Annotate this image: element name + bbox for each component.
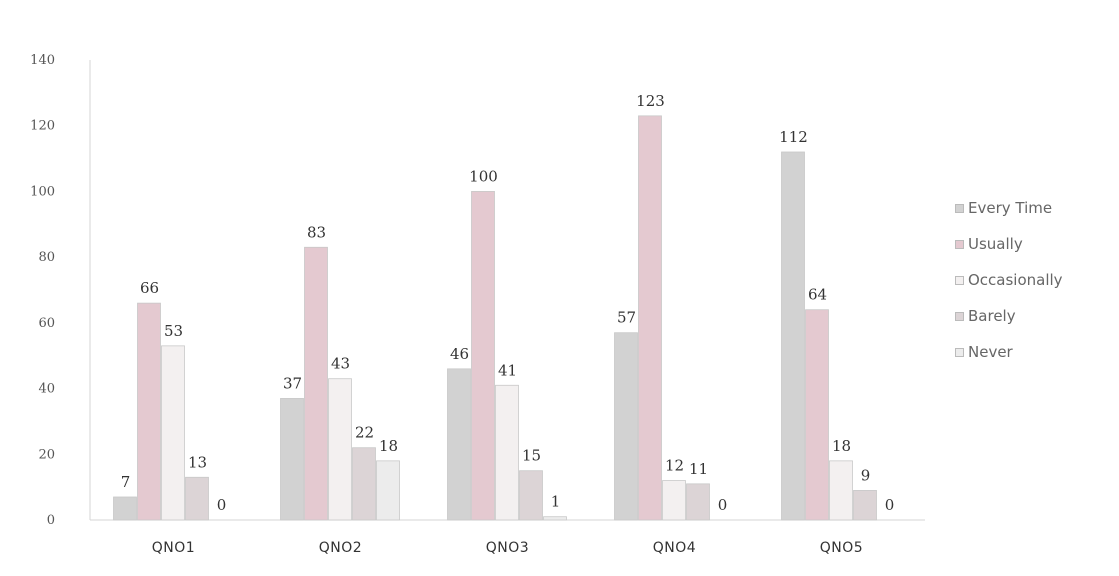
data-label: 0: [885, 496, 895, 514]
data-label: 1: [551, 493, 561, 511]
legend-swatch: [955, 275, 964, 285]
bar: [662, 480, 686, 521]
legend-swatch: [955, 203, 964, 213]
y-tick-label: 80: [38, 250, 55, 265]
legend-label: Never: [968, 343, 1013, 361]
legend-item: Never: [955, 334, 1063, 370]
bar: [113, 496, 137, 521]
category-label: QNO5: [820, 540, 863, 556]
legend: Every Time Usually Occasionally Barely Never: [955, 190, 1063, 370]
y-tick-label: 40: [38, 382, 55, 397]
data-label: 64: [808, 286, 827, 304]
data-label: 83: [307, 223, 326, 241]
data-label: 66: [140, 279, 159, 297]
bar: [280, 398, 304, 521]
data-label: 57: [617, 309, 636, 327]
legend-item: Occasionally: [955, 262, 1063, 298]
data-label: 12: [665, 457, 684, 475]
bar: [805, 309, 829, 521]
y-tick-label: 0: [47, 513, 55, 528]
data-label: 15: [522, 447, 541, 465]
data-labels-group: 7 66 53 13 0 37 83 43 22 18 46 100 41 15 1 57 123 12 11 0 11…: [121, 92, 895, 514]
category-label: QNO3: [486, 540, 529, 556]
bar: [853, 490, 877, 521]
bar: [829, 460, 853, 521]
y-tick-label: 120: [30, 119, 55, 134]
y-tick-label: 60: [38, 316, 55, 331]
bar: [447, 368, 471, 521]
legend-swatch: [955, 311, 964, 321]
legend-item: Barely: [955, 298, 1063, 334]
data-label: 22: [355, 424, 374, 442]
data-label: 18: [832, 437, 851, 455]
y-tick-labels: 0 20 40 60 80 100 120 140: [30, 53, 55, 528]
data-label: 46: [450, 345, 469, 363]
bar: [185, 476, 209, 521]
bar: [471, 191, 495, 521]
bar: [519, 470, 543, 521]
data-label: 0: [718, 496, 728, 514]
data-label: 100: [469, 167, 498, 185]
category-labels-group: QNO1 QNO2 QNO3 QNO4 QNO5: [152, 540, 863, 556]
legend-label: Barely: [968, 307, 1016, 325]
bar: [352, 447, 376, 521]
category-label: QNO4: [653, 540, 696, 556]
bar: [304, 246, 328, 521]
legend-swatch: [955, 239, 964, 249]
y-tick-label: 100: [30, 184, 55, 199]
bar: [614, 332, 638, 521]
bar: [161, 345, 185, 521]
legend-item: Usually: [955, 226, 1063, 262]
data-label: 7: [121, 473, 131, 491]
bar: [781, 151, 805, 521]
bar: [543, 516, 567, 521]
data-label: 37: [283, 374, 302, 392]
bar: [686, 483, 710, 521]
data-label: 43: [331, 355, 350, 373]
y-tick-label: 20: [38, 447, 55, 462]
data-label: 112: [779, 128, 808, 146]
data-label: 11: [689, 460, 708, 478]
data-label: 0: [217, 496, 227, 514]
data-label: 9: [861, 466, 871, 484]
bar: [328, 378, 352, 521]
bar: [137, 302, 161, 521]
data-label: 13: [188, 453, 207, 471]
legend-label: Usually: [968, 235, 1023, 253]
bar: [376, 460, 400, 521]
y-tick-label: 140: [30, 53, 55, 68]
data-label: 53: [164, 322, 183, 340]
legend-item: Every Time: [955, 190, 1063, 226]
legend-label: Every Time: [968, 199, 1053, 217]
data-label: 41: [498, 361, 517, 379]
data-label: 123: [636, 92, 665, 110]
data-label: 18: [379, 437, 398, 455]
category-label: QNO1: [152, 540, 195, 556]
legend-swatch: [955, 347, 964, 357]
bar: [638, 115, 662, 521]
bar-series-group: [113, 115, 877, 521]
bar: [495, 384, 519, 521]
category-label: QNO2: [319, 540, 362, 556]
legend-label: Occasionally: [968, 271, 1063, 289]
